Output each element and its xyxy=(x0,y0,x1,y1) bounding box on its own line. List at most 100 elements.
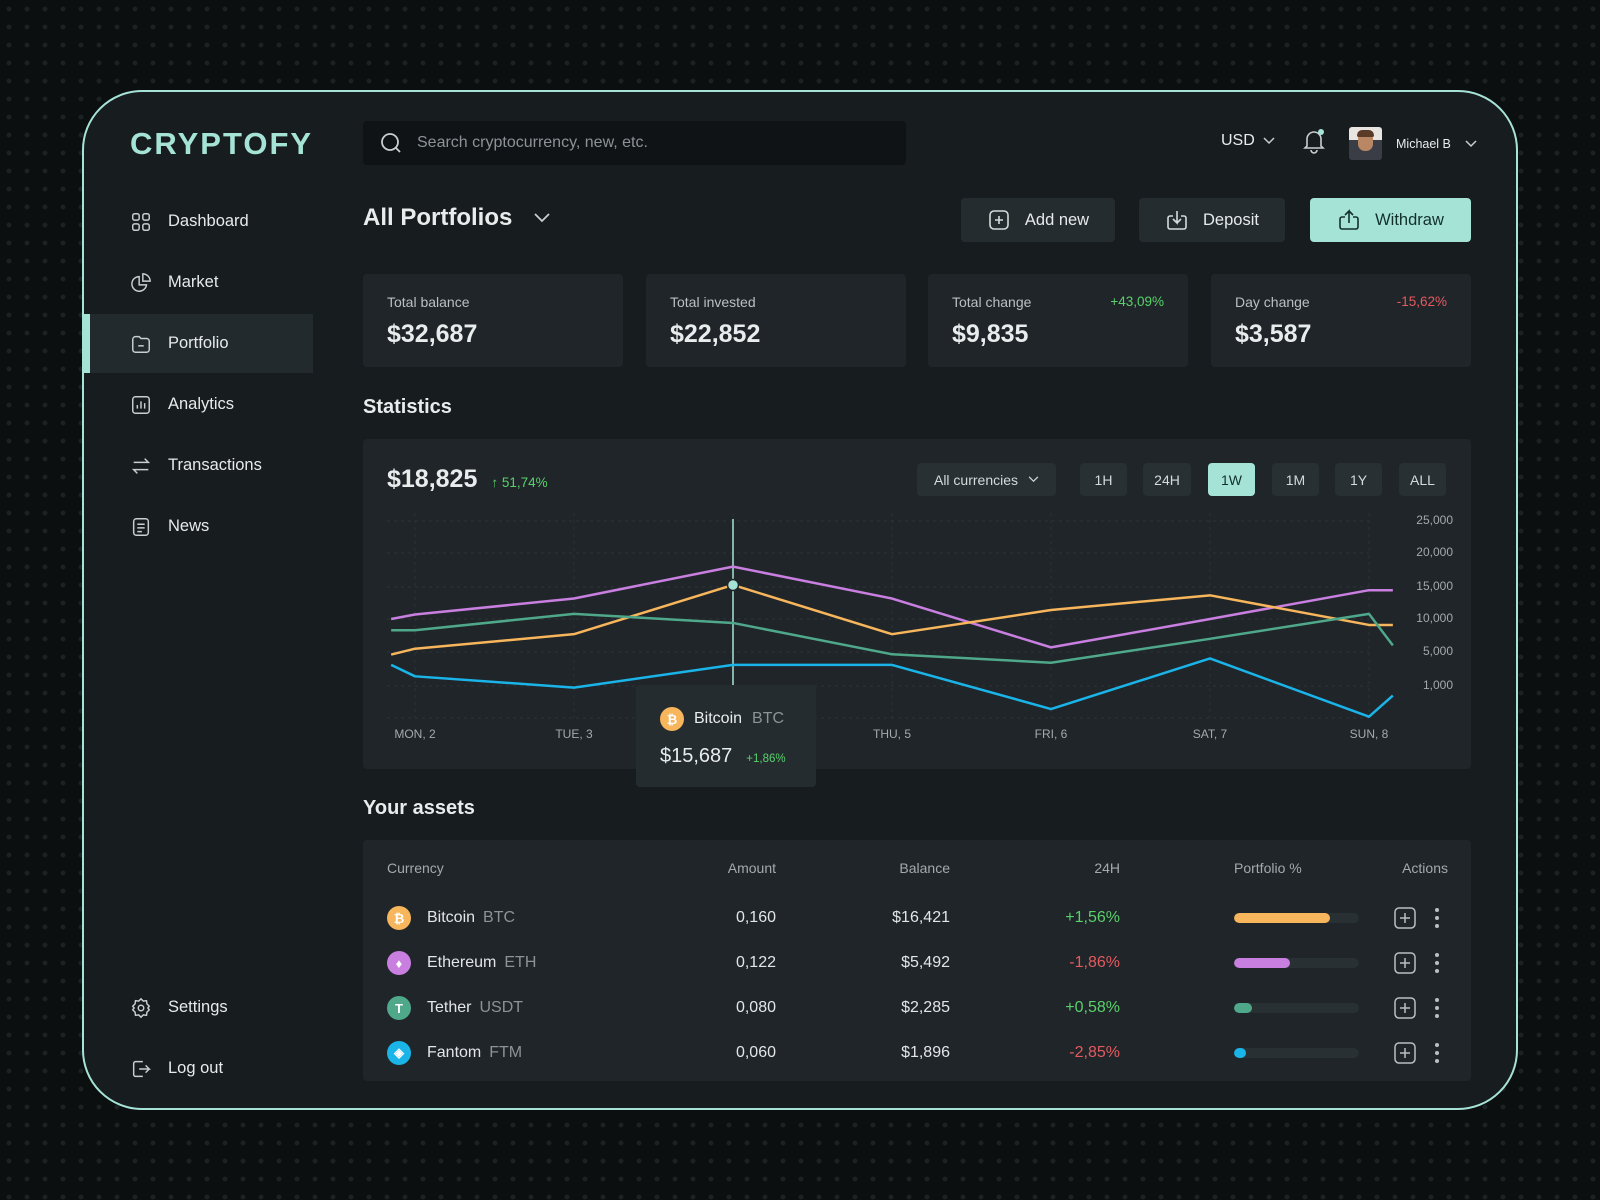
ethereum-icon: ♦ xyxy=(387,951,411,975)
asset-balance: $16,421 xyxy=(892,909,950,926)
statistics-total: $18,825 xyxy=(387,465,478,493)
range-1y[interactable]: 1Y xyxy=(1335,463,1382,496)
asset-name: Bitcoin xyxy=(427,909,476,926)
y-tick-label: 10,000 xyxy=(1416,611,1453,625)
portfolio-bar-fill xyxy=(1234,958,1291,968)
logo: CRYPTOFY xyxy=(130,126,314,161)
table-row: ◈ Fantom FTM 0,060 $1,896 -2,85% xyxy=(363,1033,1471,1073)
asset-change: +1,56% xyxy=(1065,909,1120,926)
column-header: Portfolio % xyxy=(1234,860,1302,876)
sidebar-item-label: News xyxy=(168,517,210,535)
chevron-down-icon xyxy=(1263,137,1275,145)
sidebar-item-label: Market xyxy=(168,273,219,291)
range-1h[interactable]: 1H xyxy=(1080,463,1127,496)
range-all[interactable]: ALL xyxy=(1399,463,1446,496)
portfolio-selector[interactable]: All Portfolios xyxy=(363,204,550,232)
asset-symbol: BTC xyxy=(483,909,516,926)
y-tick-label: 1,000 xyxy=(1422,678,1453,692)
sidebar-item-analytics[interactable]: Analytics xyxy=(84,375,313,434)
portfolio-bar-fill xyxy=(1234,913,1331,923)
stat-label: Total change xyxy=(952,294,1032,310)
sidebar-item-label: Log out xyxy=(168,1059,224,1077)
notifications-button[interactable] xyxy=(1302,128,1326,159)
x-tick-label: SUN, 8 xyxy=(1349,727,1389,741)
search-input[interactable]: Search cryptocurrency, new, etc. xyxy=(363,121,906,165)
chevron-down-icon xyxy=(534,213,550,223)
line-chart[interactable] xyxy=(363,439,1471,769)
deposit-button[interactable]: Deposit xyxy=(1139,198,1285,242)
more-options-icon[interactable] xyxy=(1433,996,1441,1020)
range-1m[interactable]: 1M xyxy=(1272,463,1319,496)
sidebar-item-portfolio[interactable]: Portfolio xyxy=(84,314,313,373)
stat-label: Total invested xyxy=(670,294,756,310)
x-tick-label: SAT, 7 xyxy=(1192,727,1228,741)
folder-icon xyxy=(132,335,150,353)
statistics-change: ↑ 51,74% xyxy=(491,475,547,490)
portfolio-bar xyxy=(1234,1003,1359,1013)
y-tick-label: 15,000 xyxy=(1416,579,1453,593)
add-asset-button[interactable] xyxy=(1393,996,1417,1020)
stat-change: -15,62% xyxy=(1396,294,1447,309)
bar-chart-icon xyxy=(132,395,150,414)
portfolio-bar xyxy=(1234,913,1359,923)
user-name: Michael B xyxy=(1396,136,1451,151)
add-new-button[interactable]: Add new xyxy=(961,198,1115,242)
currency-value: USD xyxy=(1221,132,1255,149)
stat-label: Total balance xyxy=(387,294,470,310)
more-options-icon[interactable] xyxy=(1433,1041,1441,1065)
sidebar-item-dashboard[interactable]: Dashboard xyxy=(84,192,313,251)
user-menu[interactable]: Michael B xyxy=(1349,127,1477,160)
column-header: 24H xyxy=(1094,860,1120,876)
y-tick-label: 25,000 xyxy=(1416,513,1453,527)
add-asset-button[interactable] xyxy=(1393,1041,1417,1065)
asset-amount: 0,060 xyxy=(735,1044,776,1061)
asset-name: Tether xyxy=(427,999,472,1016)
chevron-down-icon xyxy=(1028,476,1039,483)
gear-icon xyxy=(131,997,151,1018)
search-icon xyxy=(381,133,401,153)
grid-icon xyxy=(132,212,150,231)
sidebar-item-transactions[interactable]: Transactions xyxy=(84,436,313,495)
more-options-icon[interactable] xyxy=(1433,906,1441,930)
statistics-title: Statistics xyxy=(363,396,452,418)
bitcoin-icon: ₿ xyxy=(660,707,684,731)
more-options-icon[interactable] xyxy=(1433,951,1441,975)
chart-tooltip: ₿ Bitcoin BTC $15,687 +1,86% xyxy=(636,685,816,787)
bell-icon xyxy=(1303,129,1325,154)
portfolio-bar-fill xyxy=(1234,1048,1246,1058)
search-placeholder: Search cryptocurrency, new, etc. xyxy=(417,134,648,151)
asset-symbol: ETH xyxy=(504,954,537,971)
stat-value: $9,835 xyxy=(952,320,1029,348)
stat-value: $32,687 xyxy=(387,320,478,348)
currency-filter-dropdown[interactable]: All currencies xyxy=(917,463,1056,496)
add-asset-button[interactable] xyxy=(1393,906,1417,930)
stat-label: Day change xyxy=(1235,294,1310,310)
series-line-fantom xyxy=(390,657,1394,718)
sidebar-item-news[interactable]: News xyxy=(84,497,313,556)
chevron-down-icon xyxy=(1465,139,1477,147)
add-asset-button[interactable] xyxy=(1393,951,1417,975)
sidebar-item-market[interactable]: Market xyxy=(84,253,313,312)
asset-balance: $5,492 xyxy=(901,954,950,971)
asset-amount: 0,080 xyxy=(735,999,776,1016)
app-window: CRYPTOFY Search cryptocurrency, new, etc… xyxy=(82,90,1518,1110)
asset-balance: $1,896 xyxy=(901,1044,950,1061)
table-row: T Tether USDT 0,080 $2,285 +0,58% xyxy=(363,988,1471,1028)
asset-change: -2,85% xyxy=(1069,1044,1120,1061)
news-icon xyxy=(132,517,150,536)
series-line-ethereum xyxy=(390,565,1393,649)
currency-select[interactable]: USD xyxy=(1221,132,1275,150)
portfolio-bar xyxy=(1234,958,1359,968)
sidebar-item-logout[interactable]: Log out xyxy=(84,1039,313,1098)
withdraw-button[interactable]: Withdraw xyxy=(1310,198,1471,242)
asset-change: -1,86% xyxy=(1069,954,1120,971)
tooltip-value: $15,687 xyxy=(660,745,733,767)
portfolio-bar xyxy=(1234,1048,1359,1058)
asset-amount: 0,122 xyxy=(735,954,776,971)
tether-icon: T xyxy=(387,996,411,1020)
asset-name: Fantom xyxy=(427,1044,482,1061)
range-1w[interactable]: 1W xyxy=(1208,463,1255,496)
sidebar-item-label: Dashboard xyxy=(168,212,249,230)
range-24h[interactable]: 24H xyxy=(1143,463,1191,496)
sidebar-item-settings[interactable]: Settings xyxy=(84,978,313,1037)
